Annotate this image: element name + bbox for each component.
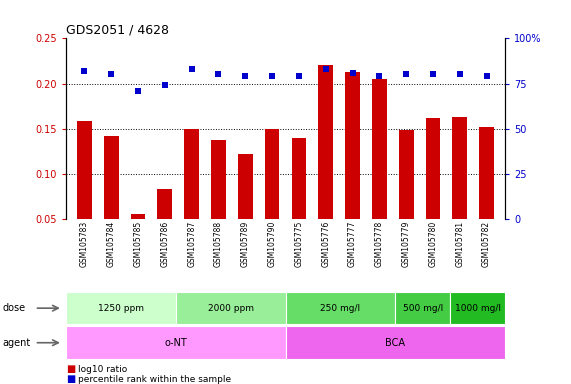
Text: ■: ■ (66, 374, 75, 384)
Point (294, 73, 303, 79)
Text: dose: dose (3, 303, 26, 313)
Point (187, 66, 196, 72)
Point (268, 73, 277, 79)
Bar (184, 129, 199, 264)
Point (482, 73, 491, 79)
Text: GSM105783: GSM105783 (80, 221, 89, 267)
Bar (158, 189, 172, 264)
Bar (345, 72, 360, 264)
Text: GSM105776: GSM105776 (321, 221, 330, 267)
Point (455, 71, 464, 78)
Text: percentile rank within the sample: percentile rank within the sample (78, 375, 231, 384)
Text: GSM105785: GSM105785 (134, 221, 143, 267)
Text: 250 mg/l: 250 mg/l (320, 304, 360, 313)
Point (241, 73, 250, 79)
Text: GSM105790: GSM105790 (268, 221, 276, 267)
Text: GSM105786: GSM105786 (160, 221, 170, 267)
Text: GDS2051 / 4628: GDS2051 / 4628 (66, 23, 168, 36)
Text: ■: ■ (66, 364, 75, 374)
Text: GSM105778: GSM105778 (375, 221, 384, 267)
Text: GSM105777: GSM105777 (348, 221, 357, 267)
Text: 2000 ppm: 2000 ppm (207, 304, 254, 313)
Text: GSM105789: GSM105789 (241, 221, 250, 267)
Point (134, 88, 143, 94)
Point (375, 73, 384, 79)
Point (107, 71, 116, 78)
Point (401, 71, 411, 78)
Bar (372, 79, 387, 264)
Text: GSM105779: GSM105779 (401, 221, 411, 267)
Point (321, 66, 330, 72)
Point (428, 71, 437, 78)
Bar (77, 121, 92, 264)
Point (214, 71, 223, 78)
Text: GSM105781: GSM105781 (455, 221, 464, 267)
Point (80, 68, 89, 74)
Text: GSM105784: GSM105784 (107, 221, 116, 267)
Text: GSM105788: GSM105788 (214, 221, 223, 267)
Bar (292, 138, 306, 264)
Bar (104, 136, 119, 264)
Bar (451, 292, 505, 324)
Bar (265, 129, 279, 264)
Text: o-NT: o-NT (164, 338, 187, 348)
Bar (176, 292, 286, 324)
Text: BCA: BCA (385, 338, 405, 348)
Bar (66, 326, 286, 359)
Bar (399, 131, 413, 264)
Bar (452, 117, 467, 264)
Bar (238, 154, 252, 264)
Text: 1000 mg/l: 1000 mg/l (455, 304, 501, 313)
Point (160, 82, 170, 88)
Text: 1250 ppm: 1250 ppm (98, 304, 144, 313)
Text: GSM105780: GSM105780 (428, 221, 437, 267)
Bar (131, 214, 146, 264)
Bar (395, 292, 451, 324)
Text: 500 mg/l: 500 mg/l (403, 304, 443, 313)
Point (348, 70, 357, 76)
Text: GSM105787: GSM105787 (187, 221, 196, 267)
Text: agent: agent (3, 338, 31, 348)
Bar (286, 326, 505, 359)
Text: log10 ratio: log10 ratio (78, 365, 127, 374)
Bar (66, 292, 176, 324)
Text: GSM105775: GSM105775 (295, 221, 303, 267)
Bar (286, 292, 395, 324)
Bar (479, 127, 494, 264)
Bar (211, 141, 226, 264)
Bar (319, 65, 333, 264)
Text: GSM105782: GSM105782 (482, 221, 491, 267)
Bar (425, 118, 440, 264)
